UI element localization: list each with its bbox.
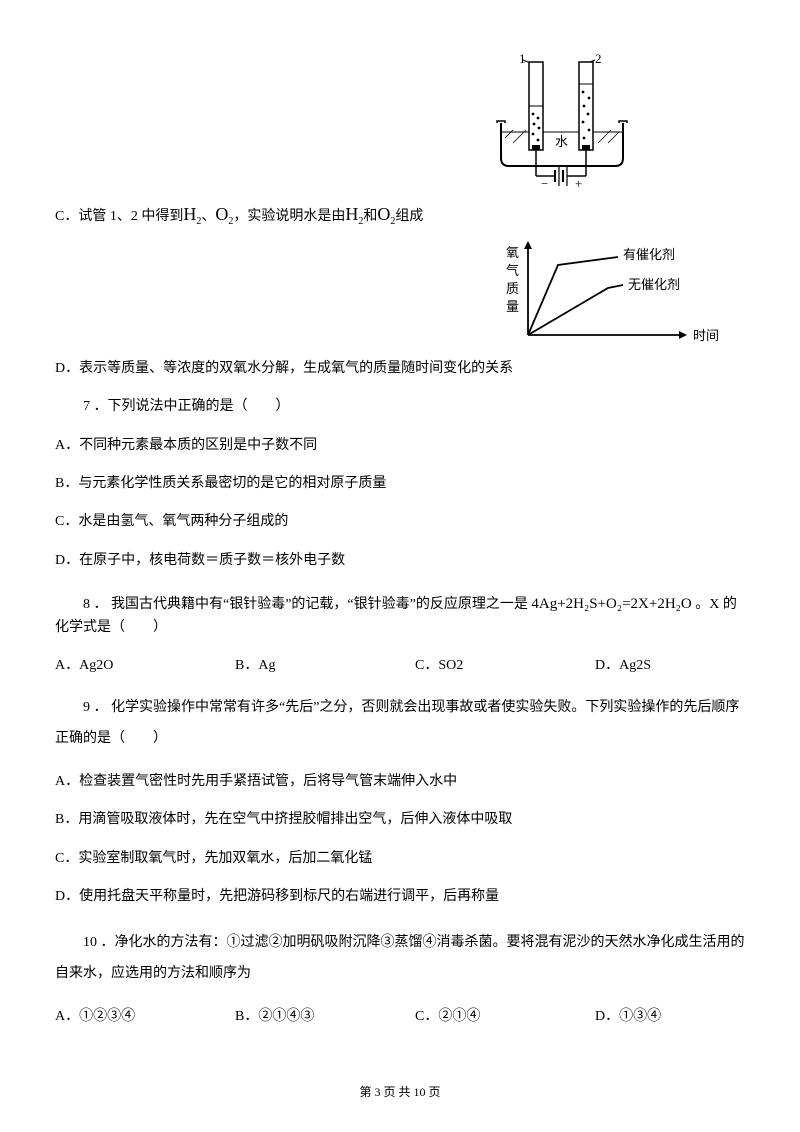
- y-label-2: 质: [506, 281, 519, 296]
- option-d: D．表示等质量、等浓度的双氧水分解，生成氧气的质量随时间变化的关系: [55, 358, 745, 380]
- q9-stem: 9 ． 化学实验操作中常常有许多“先后”之分，否则就会出现事故或者使实验失败。下…: [55, 693, 745, 755]
- option-c: C．试管 1、2 中得到H2、O2，实验说明水是由H2和O2组成: [55, 200, 745, 230]
- x-label: 时间: [693, 328, 719, 343]
- q10-opt-c: C．②①④: [415, 1006, 595, 1028]
- q7-opt-a: A．不同种元素最本质的区别是中子数不同: [55, 435, 745, 457]
- opt-c-tail: 组成: [395, 209, 423, 224]
- q10-opt-d: D．①③④: [595, 1006, 745, 1028]
- tube-2-label: 2: [595, 51, 602, 66]
- q8-opt-d: D．Ag2S: [595, 655, 745, 677]
- series-catalyst-label: 有催化剂: [623, 247, 675, 262]
- minus-sign: −: [541, 176, 548, 191]
- q8-options-row: A．Ag2O B．Ag C．SO2 D．Ag2S: [55, 655, 745, 677]
- y-label-1: 气: [506, 263, 519, 278]
- catalyst-chart: 氧 气 质 量 时间 有催化剂 无催化剂: [498, 235, 753, 355]
- opt-c-prefix: C．试管 1、2 中得到: [55, 209, 183, 224]
- o2-o: O: [215, 204, 228, 224]
- plus-sign: +: [575, 176, 582, 191]
- o2b-o: O: [377, 204, 390, 224]
- q7-stem: 7 ．下列说法中正确的是（ ）: [55, 396, 745, 418]
- q10-stem: 10 ．净化水的方法有：①过滤②加明矾吸附沉降③蒸馏④消毒杀菌。要将混有泥沙的天…: [55, 928, 745, 990]
- series-nocatalyst-label: 无催化剂: [628, 277, 680, 292]
- q8-stem: 8 ． 我国古代典籍中有“银针验毒”的记载，“银针验毒”的反应原理之一是 4Ag…: [55, 592, 745, 639]
- q8-opt-c: C．SO2: [415, 655, 595, 677]
- opt-c-mid: ，实验说明水是由: [233, 209, 345, 224]
- y-label-3: 量: [506, 299, 519, 314]
- tube-1-label: 1: [519, 51, 526, 66]
- q9-opt-a: A．检查装置气密性时先用手紧捂试管，后将导气管末端伸入水中: [55, 771, 745, 793]
- q9-opt-b: B．用滴管吸取液体时，先在空气中挤捏胶帽排出空气，后伸入液体中吸取: [55, 809, 745, 831]
- q7-opt-b: B．与元素化学性质关系最密切的是它的相对原子质量: [55, 473, 745, 495]
- electrolysis-diagram: 1 2 水: [483, 48, 641, 200]
- q10-opt-a: A．①②③④: [55, 1006, 235, 1028]
- q10-opt-b: B．②①④③: [235, 1006, 415, 1028]
- h2b-h: H: [345, 204, 358, 224]
- q8-opt-b: B．Ag: [235, 655, 415, 677]
- q9-opt-c: C．实验室制取氧气时，先加双氧水，后加二氧化锰: [55, 848, 745, 870]
- opt-c-sep1: 、: [201, 209, 215, 224]
- y-label-0: 氧: [506, 245, 519, 260]
- opt-c-and: 和: [363, 209, 377, 224]
- page-container: 1 2 水: [0, 0, 800, 1132]
- water-label: 水: [555, 134, 568, 149]
- q7-opt-c: C．水是由氢气、氧气两种分子组成的: [55, 511, 745, 533]
- q8-opt-a: A．Ag2O: [55, 655, 235, 677]
- page-footer: 第 3 页 共 10 页: [0, 1083, 800, 1102]
- q10-options-row: A．①②③④ B．②①④③ C．②①④ D．①③④: [55, 1006, 745, 1028]
- q9-opt-d: D．使用托盘天平称量时，先把游码移到标尺的右端进行调平，后再称量: [55, 886, 745, 908]
- q7-opt-d: D．在原子中，核电荷数＝质子数＝核外电子数: [55, 550, 745, 572]
- q8-equation: 4Ag+2H₂S+O₂=2X+2H₂O: [531, 596, 691, 612]
- q8-stem-a: 8 ． 我国古代典籍中有“银针验毒”的记载，“银针验毒”的反应原理之一是: [83, 597, 528, 612]
- h2-h: H: [183, 204, 196, 224]
